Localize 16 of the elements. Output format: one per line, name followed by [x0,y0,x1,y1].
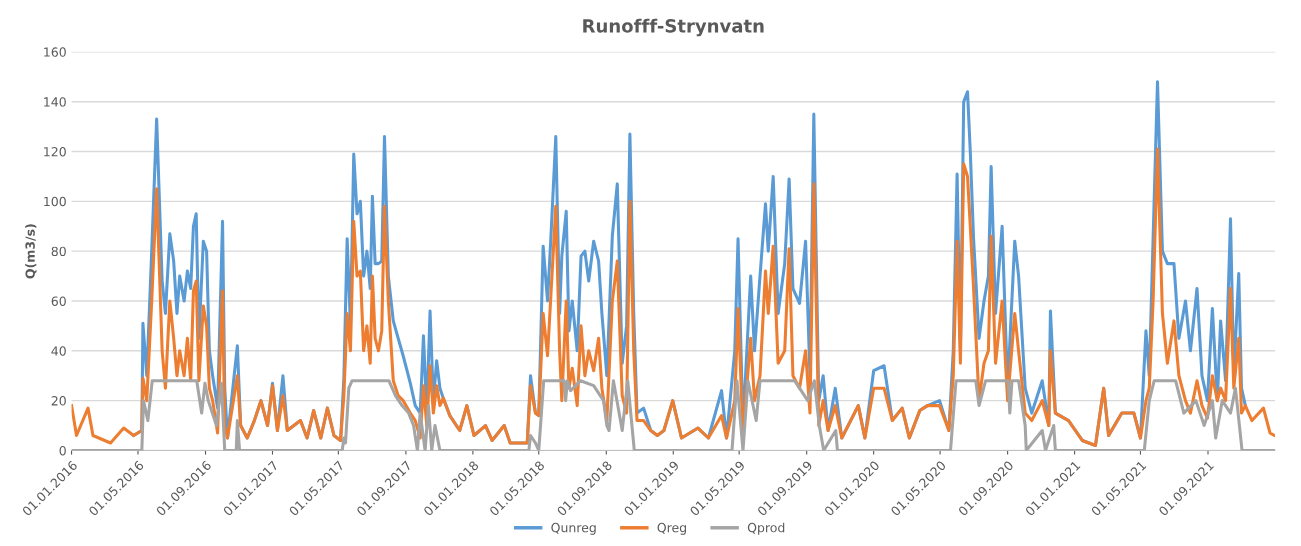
line-series [71,379,1275,451]
line-series [71,147,1275,447]
legend-label: Qprod [747,522,785,535]
chart-title: Runofff-Strynvatn [583,18,764,37]
legend-label: Qreg [657,522,686,535]
y-tick-label: 140 [44,97,66,107]
y-tick-label: 40 [51,346,66,356]
y-tick-label: 60 [51,296,66,306]
y-tick-label: 160 [44,47,66,57]
y-tick-label: 20 [51,396,66,406]
y-tick-label: 80 [51,246,66,257]
y-tick-label: 120 [44,146,66,157]
y-tick-label: 100 [44,196,66,207]
y-axis-title: Q(m3/s) [25,224,37,279]
legend-label: Qunreg [551,522,596,535]
y-tick-label: 0 [59,445,66,456]
